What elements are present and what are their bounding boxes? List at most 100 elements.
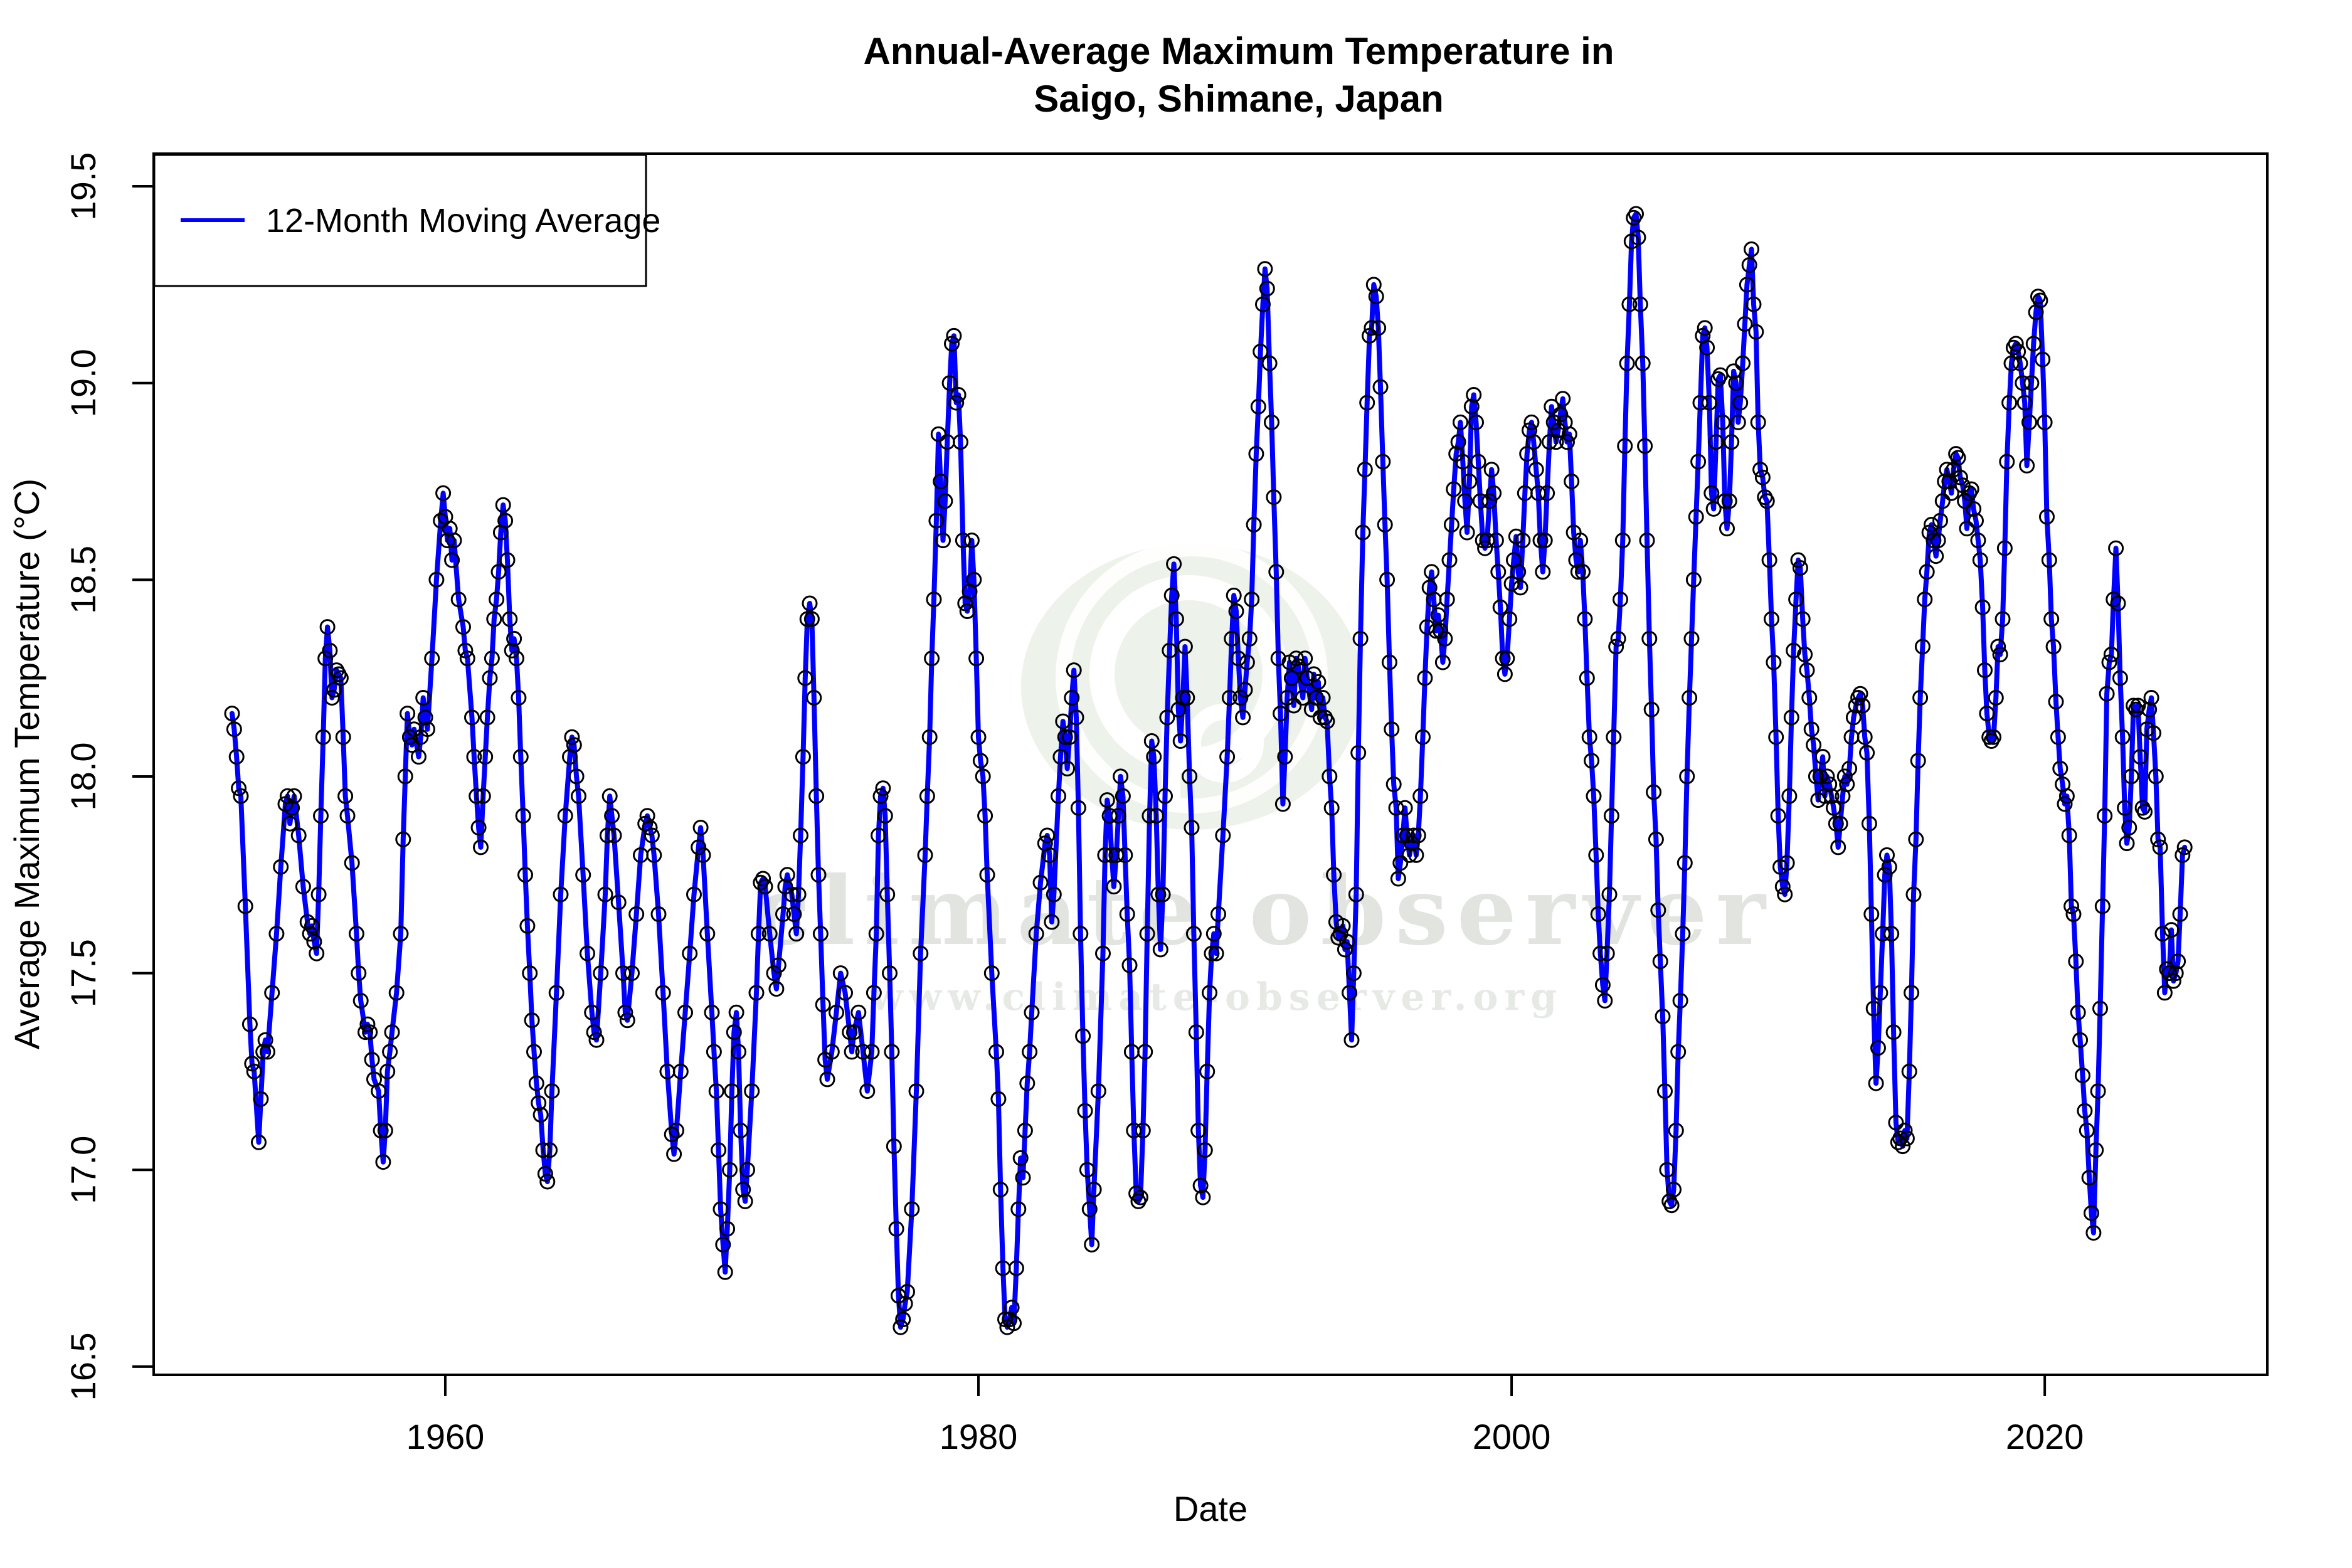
data-point-marker <box>351 965 367 982</box>
data-point-marker <box>244 1056 260 1072</box>
data-point-marker <box>588 1032 605 1048</box>
data-point-marker <box>1084 1236 1100 1253</box>
data-point-marker <box>495 497 511 513</box>
data-point-marker <box>904 1201 920 1217</box>
data-point-marker <box>972 753 988 769</box>
data-point-marker <box>691 839 707 856</box>
data-point-marker <box>455 619 471 635</box>
data-point-marker <box>2065 906 2082 922</box>
data-point-marker <box>241 1016 258 1032</box>
data-point-marker <box>1552 406 1569 423</box>
axis-layer: 1960 1980 2000 2020 16.5 17.0 17.5 18.0 18.5 19.0… <box>63 152 2084 1456</box>
data-point-marker <box>335 729 351 745</box>
data-point-marker <box>1335 918 1351 934</box>
data-point-marker <box>1917 591 1933 608</box>
data-point-marker <box>1019 1075 1036 1091</box>
data-point-marker <box>1519 446 1535 462</box>
data-point-marker <box>1879 847 1895 863</box>
data-point-marker <box>1892 1130 1909 1147</box>
data-point-marker <box>706 1044 722 1060</box>
data-point-marker <box>1463 398 1480 415</box>
data-point-marker <box>2150 831 2166 847</box>
data-point-marker <box>1932 512 1948 529</box>
data-point-marker <box>1905 886 1922 903</box>
data-point-marker <box>1992 647 2008 662</box>
data-point-marker <box>879 886 896 903</box>
data-point-marker <box>382 1044 398 1060</box>
data-point-marker <box>1381 654 1397 670</box>
data-point-marker <box>1306 666 1322 682</box>
data-point-marker <box>2048 694 2064 710</box>
data-point-marker <box>768 981 785 997</box>
data-point-marker <box>348 926 364 942</box>
data-point-marker <box>1044 914 1060 930</box>
data-point-marker <box>1737 316 1753 332</box>
data-point-marker <box>1503 576 1520 592</box>
data-point-marker <box>2015 375 2031 391</box>
data-point-marker <box>1682 690 1698 706</box>
data-point-marker <box>815 997 831 1013</box>
y-axis-title: Average Maximum Temperature (°C) <box>7 479 46 1049</box>
data-point-marker <box>1390 871 1406 887</box>
data-point-marker <box>1926 532 1942 549</box>
data-point-marker <box>504 642 520 659</box>
data-point-marker <box>1486 485 1502 501</box>
data-point-marker <box>1364 320 1380 336</box>
data-point-marker <box>1830 839 1846 856</box>
data-point-marker <box>677 1004 693 1020</box>
data-point-marker <box>692 820 709 835</box>
data-point-marker <box>384 1024 400 1041</box>
data-point-marker <box>1408 847 1424 863</box>
data-point-marker <box>324 690 340 706</box>
data-point-marker <box>1875 926 1891 942</box>
data-point-marker <box>1845 709 1862 726</box>
data-point-marker <box>1362 327 1377 344</box>
data-point-marker <box>1277 749 1293 765</box>
data-point-marker <box>1401 847 1417 863</box>
data-point-marker <box>1963 481 1979 497</box>
data-point-marker <box>975 768 991 785</box>
data-point-marker <box>808 788 825 804</box>
data-point-marker <box>779 867 795 883</box>
data-point-marker <box>1857 729 1873 745</box>
data-point-marker <box>770 957 787 973</box>
data-point-marker <box>282 815 298 832</box>
data-point-marker <box>1535 564 1551 580</box>
data-point-marker <box>524 1012 540 1029</box>
data-point-marker <box>1010 1201 1027 1217</box>
data-point-marker <box>2068 953 2084 970</box>
data-point-marker <box>2088 1142 2104 1158</box>
data-point-marker <box>364 1052 380 1068</box>
data-point-marker <box>2043 611 2060 627</box>
data-point-marker <box>1006 1315 1022 1332</box>
data-point-marker <box>511 690 527 706</box>
data-point-marker <box>1066 662 1082 679</box>
data-point-marker <box>1259 280 1275 297</box>
data-point-marker <box>948 395 965 411</box>
data-point-marker <box>844 1044 860 1060</box>
data-point-marker <box>2163 922 2180 938</box>
data-point-marker <box>433 512 449 529</box>
data-point-marker <box>606 827 622 844</box>
data-point-marker <box>1601 886 1618 903</box>
data-point-marker <box>1515 532 1531 549</box>
data-point-marker <box>1690 453 1707 470</box>
data-point-marker <box>1823 788 1840 804</box>
data-point-marker <box>1855 697 1871 714</box>
data-point-marker <box>2052 760 2069 776</box>
data-point-marker <box>1606 729 1622 745</box>
data-point-marker <box>2084 1205 2099 1221</box>
data-point-marker <box>1106 879 1122 895</box>
legend-label: 12-Month Moving Average <box>266 202 660 240</box>
data-point-marker <box>1032 874 1049 891</box>
data-point-marker <box>1708 434 1724 450</box>
data-point-marker <box>2170 953 2186 970</box>
data-point-marker <box>411 749 426 765</box>
x-axis-title: Date <box>1173 1489 1248 1528</box>
data-point-marker <box>1703 485 1720 501</box>
data-point-marker <box>715 1236 731 1253</box>
data-point-marker <box>829 1004 844 1020</box>
data-point-marker <box>1928 548 1944 564</box>
data-point-marker <box>908 1083 924 1099</box>
data-point-marker <box>708 1083 724 1099</box>
